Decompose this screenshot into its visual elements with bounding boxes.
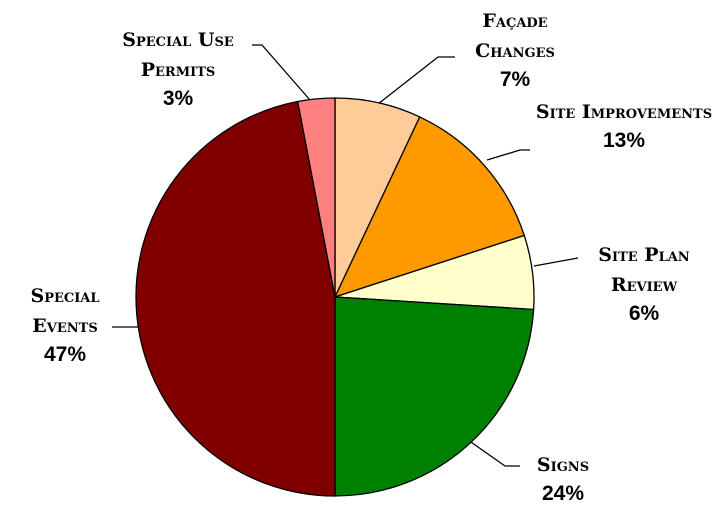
leader-line [252, 44, 311, 101]
category-label: Façade Changes [475, 10, 555, 62]
slice-label: Signs 24% [503, 450, 623, 508]
pie-slice [334, 296, 535, 497]
pie-slice [135, 100, 336, 497]
value-label: 6% [628, 302, 660, 325]
slice-label: Site Improvements 13% [519, 97, 727, 155]
category-label: Signs [536, 454, 590, 476]
leader-line [486, 149, 530, 161]
value-label: 7% [499, 68, 531, 91]
leader-line [377, 56, 455, 105]
category-label: Special Use Permits [122, 29, 234, 81]
value-label: 24% [541, 482, 585, 505]
leader-line [533, 257, 579, 267]
slice-label: Special Events 47% [5, 281, 125, 369]
value-label: 47% [43, 343, 87, 366]
category-label: Site Improvements [535, 101, 713, 123]
slice-label: Façade Changes 7% [455, 6, 575, 94]
value-label: 3% [162, 87, 194, 110]
pie-slice [296, 97, 336, 298]
leader-lines [112, 44, 579, 467]
value-label: 13% [602, 129, 646, 152]
slice-label: Special Use Permits 3% [88, 25, 268, 113]
leader-line [467, 439, 520, 467]
slice-label: Site Plan Review 6% [564, 240, 724, 328]
category-label: Special Events [30, 285, 100, 337]
pie-slice [333, 116, 526, 299]
category-label: Site Plan Review [598, 244, 690, 296]
